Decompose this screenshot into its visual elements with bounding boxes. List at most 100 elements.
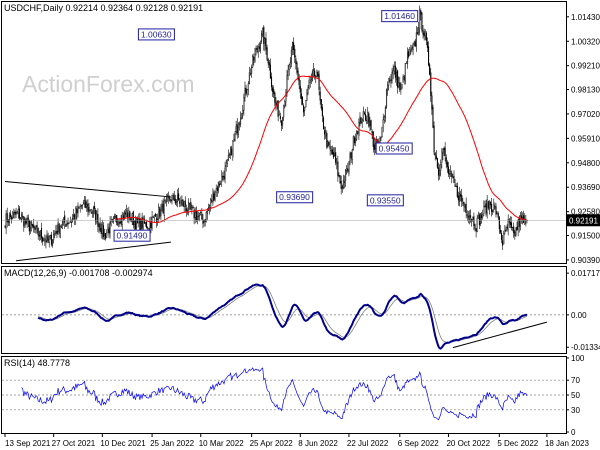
candle-body: [49, 235, 51, 238]
candle-body: [489, 201, 492, 206]
candle-body: [398, 82, 400, 87]
candle-body: [371, 130, 373, 134]
candle-body: [82, 202, 85, 204]
candle-body: [109, 221, 111, 233]
candle-body: [426, 41, 428, 48]
candle-body: [178, 193, 180, 201]
candle-body: [105, 233, 107, 239]
rsi-line: [21, 367, 528, 421]
candle-body: [118, 221, 120, 228]
candle-body: [190, 201, 192, 210]
candle-body: [22, 216, 24, 218]
candle-body: [309, 81, 311, 83]
upper-trendline: [4, 181, 171, 198]
annotation-label: 0.93690: [279, 192, 310, 202]
candle-body: [225, 164, 227, 168]
candle-body: [243, 97, 245, 111]
candle-body: [464, 205, 466, 208]
candle-body: [24, 219, 26, 228]
candle-body: [259, 43, 262, 51]
candle-body: [266, 47, 268, 60]
candle-body: [215, 188, 217, 193]
candle-body: [308, 80, 310, 89]
candle-body: [477, 215, 479, 219]
candle-body: [461, 195, 463, 202]
candle-body: [134, 220, 137, 230]
candle-body: [165, 196, 168, 203]
x-tick-label: 25 Jan 2022: [150, 439, 195, 448]
candle-body: [106, 232, 108, 238]
candle-body: [443, 147, 445, 150]
candle-body: [307, 87, 309, 94]
candle-body: [213, 191, 215, 201]
candle-body: [30, 222, 33, 226]
candle-body: [405, 62, 407, 64]
candle-body: [184, 200, 186, 207]
candle-body: [444, 147, 446, 157]
candle-body: [346, 167, 348, 171]
macd-tick-label: 0.017176: [571, 269, 600, 278]
candle-body: [515, 227, 517, 236]
candle-body: [226, 159, 228, 164]
candle-body: [422, 30, 424, 35]
candle-body: [267, 59, 269, 64]
candle-body: [210, 199, 212, 208]
candle-body: [222, 175, 224, 178]
candle-body: [55, 231, 57, 233]
candle-body: [419, 10, 421, 30]
candle-body: [203, 220, 205, 223]
candle-body: [52, 239, 54, 246]
candle-body: [500, 232, 503, 240]
candle-body: [103, 233, 106, 236]
macd-signal-line: [38, 285, 528, 343]
candle-body: [347, 168, 349, 172]
candle-body: [117, 221, 119, 226]
candle-body: [493, 204, 495, 210]
candle-body: [394, 65, 396, 78]
candle-body: [237, 126, 239, 135]
annotation-label: 1.01460: [384, 11, 415, 21]
x-tick-label: 5 Dec 2022: [497, 439, 538, 448]
candle-body: [242, 109, 244, 114]
candle-body: [442, 148, 444, 154]
candle-body: [33, 224, 35, 229]
candle-body: [196, 215, 198, 220]
candle-body: [227, 155, 229, 161]
candle-body: [39, 230, 41, 236]
candle-body: [17, 209, 19, 214]
candle-body: [48, 238, 50, 243]
candle-body: [329, 146, 331, 150]
candle-body: [5, 213, 7, 229]
candle-body: [50, 234, 52, 245]
candle-body: [460, 194, 462, 197]
candle-body: [185, 208, 187, 212]
moving-average-series: [115, 75, 528, 224]
candle-body: [126, 210, 128, 217]
candle-body: [353, 137, 356, 144]
candle-body: [502, 240, 504, 246]
candle-body: [368, 113, 370, 127]
candle-body: [179, 201, 181, 204]
candle-body: [342, 179, 344, 189]
candle-body: [54, 232, 56, 235]
candle-body: [294, 48, 296, 58]
candle-body: [359, 116, 361, 124]
price-tick-label: 0.97020: [571, 110, 600, 119]
rsi-panel-title: RSI(14) 48.7778: [4, 358, 70, 368]
candle-body: [170, 199, 172, 202]
candle-body: [96, 214, 98, 222]
annotation-label: 0.91490: [117, 231, 148, 241]
candle-body: [91, 211, 93, 214]
candle-body: [167, 195, 169, 197]
candle-body: [482, 214, 484, 218]
price-tick-label: 0.93690: [571, 183, 600, 192]
candle-body: [61, 221, 64, 226]
candle-body: [310, 79, 312, 82]
candle-body: [143, 218, 145, 224]
candle-body: [498, 217, 500, 230]
candle-body: [18, 208, 20, 219]
candle-body: [514, 231, 516, 236]
candle-body: [360, 117, 362, 124]
annotation-label: 0.95450: [379, 143, 410, 153]
